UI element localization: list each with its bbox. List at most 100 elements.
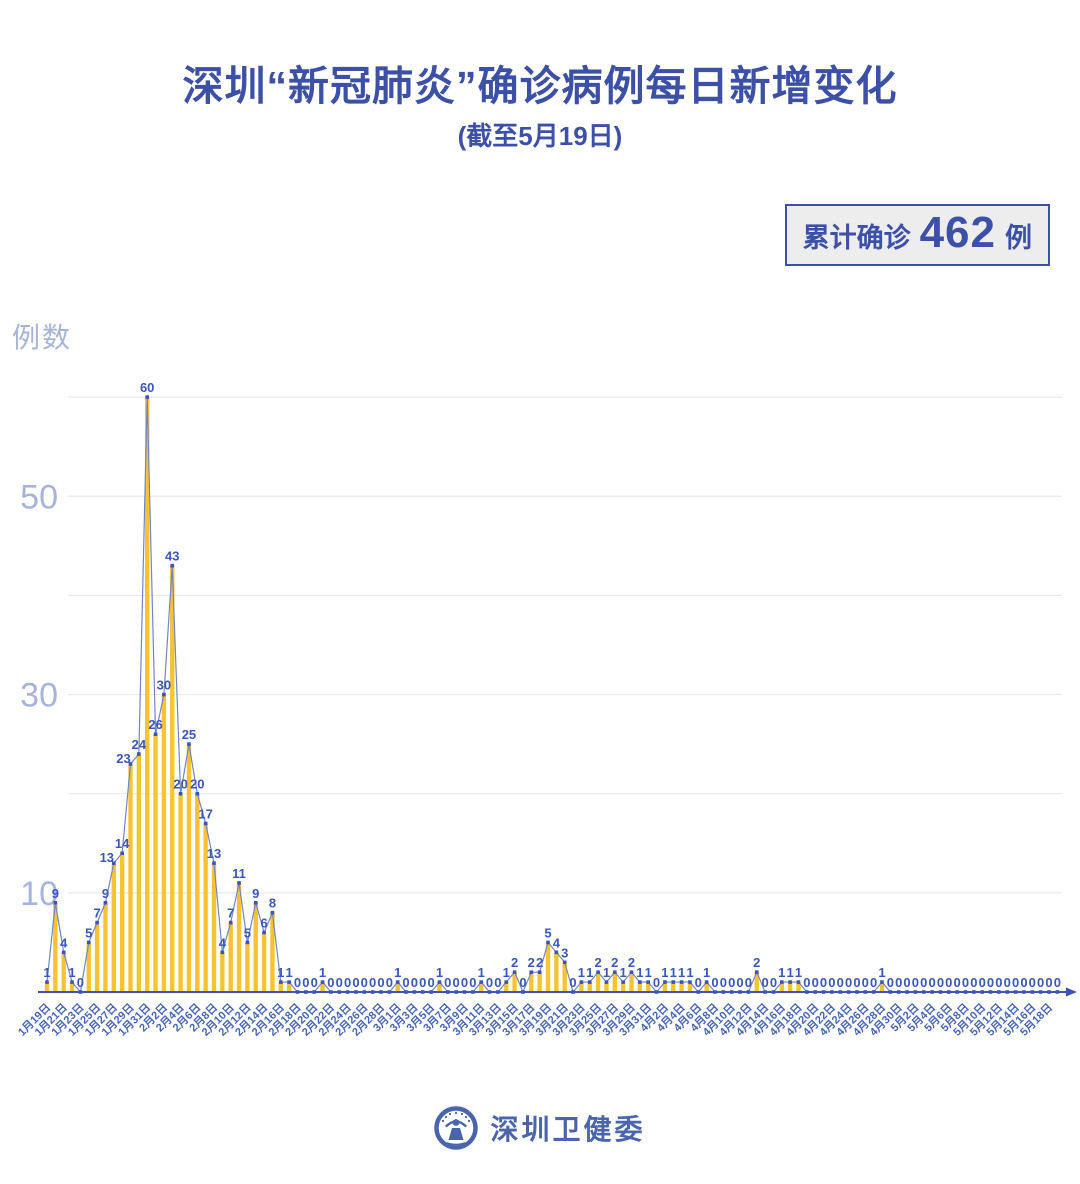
svg-text:0: 0 [569, 975, 576, 990]
y-gridlines [68, 396, 1062, 894]
svg-text:0: 0 [1054, 975, 1061, 990]
svg-text:0: 0 [653, 975, 660, 990]
svg-text:1: 1 [686, 965, 693, 980]
svg-text:0: 0 [469, 975, 476, 990]
svg-text:26: 26 [148, 717, 162, 732]
svg-text:13: 13 [207, 846, 221, 861]
svg-text:0: 0 [979, 975, 986, 990]
shenzhen-health-commission-emblem-icon [434, 1106, 479, 1150]
svg-text:0: 0 [987, 975, 994, 990]
svg-text:43: 43 [165, 549, 179, 564]
svg-text:1: 1 [703, 965, 710, 980]
svg-text:11: 11 [232, 866, 246, 881]
svg-text:0: 0 [327, 975, 334, 990]
svg-text:1: 1 [394, 965, 401, 980]
svg-text:0: 0 [970, 975, 977, 990]
svg-text:1: 1 [578, 965, 585, 980]
svg-text:0: 0 [770, 975, 777, 990]
svg-text:0: 0 [427, 975, 434, 990]
svg-text:1: 1 [778, 965, 785, 980]
page-subtitle: (截至5月19日) [457, 121, 623, 151]
x-tick-labels: 1月19日1月21日1月23日1月25日1月27日1月29日1月31日2月2日2… [15, 1001, 1055, 1039]
svg-text:1: 1 [586, 965, 593, 980]
svg-text:0: 0 [711, 975, 718, 990]
svg-text:0: 0 [812, 975, 819, 990]
svg-text:1: 1 [319, 965, 326, 980]
svg-text:0: 0 [803, 975, 810, 990]
svg-text:1: 1 [787, 965, 794, 980]
svg-text:4: 4 [219, 935, 227, 950]
svg-text:2: 2 [753, 955, 760, 970]
svg-text:10: 10 [20, 875, 58, 913]
svg-text:1: 1 [478, 965, 485, 980]
svg-text:0: 0 [853, 975, 860, 990]
svg-text:0: 0 [845, 975, 852, 990]
svg-text:0: 0 [928, 975, 935, 990]
svg-text:0: 0 [1037, 975, 1044, 990]
svg-text:14: 14 [115, 836, 130, 851]
svg-text:1: 1 [620, 965, 627, 980]
y-axis-unit-label: 例数 [12, 322, 73, 353]
svg-text:0: 0 [386, 975, 393, 990]
svg-text:2: 2 [594, 955, 601, 970]
svg-text:9: 9 [52, 886, 59, 901]
svg-text:0: 0 [344, 975, 351, 990]
badge-suffix: 例 [1005, 223, 1032, 253]
svg-text:7: 7 [93, 906, 100, 921]
svg-text:25: 25 [182, 727, 196, 742]
svg-text:9: 9 [102, 886, 109, 901]
svg-text:0: 0 [419, 975, 426, 990]
svg-text:7: 7 [227, 906, 234, 921]
svg-text:0: 0 [361, 975, 368, 990]
svg-text:0: 0 [862, 975, 869, 990]
svg-text:30: 30 [157, 678, 171, 693]
svg-text:1: 1 [43, 965, 50, 980]
svg-text:0: 0 [311, 975, 318, 990]
svg-text:0: 0 [895, 975, 902, 990]
svg-text:0: 0 [962, 975, 969, 990]
svg-text:1: 1 [645, 965, 652, 980]
cumulative-total-badge: 累计确诊 462 例 [784, 204, 1050, 266]
bars [44, 397, 885, 993]
value-labels: 1941057913142324602630432025201713471159… [43, 380, 1061, 990]
svg-text:23: 23 [116, 751, 130, 766]
svg-text:0: 0 [887, 975, 894, 990]
svg-text:1: 1 [678, 965, 685, 980]
svg-text:0: 0 [720, 975, 727, 990]
svg-text:0: 0 [377, 975, 384, 990]
svg-text:0: 0 [837, 975, 844, 990]
svg-text:1: 1 [436, 965, 443, 980]
svg-text:0: 0 [1012, 975, 1019, 990]
svg-text:0: 0 [352, 975, 359, 990]
svg-text:1: 1 [661, 965, 668, 980]
svg-text:0: 0 [336, 975, 343, 990]
svg-text:3: 3 [561, 945, 568, 960]
svg-text:0: 0 [820, 975, 827, 990]
svg-text:0: 0 [1004, 975, 1011, 990]
footer: 深圳卫健委 [0, 1106, 1080, 1150]
svg-text:2: 2 [511, 955, 518, 970]
svg-text:6: 6 [260, 916, 267, 931]
svg-text:0: 0 [77, 975, 84, 990]
svg-text:24: 24 [132, 737, 147, 752]
svg-text:0: 0 [728, 975, 735, 990]
svg-text:1: 1 [878, 965, 885, 980]
svg-text:0: 0 [945, 975, 952, 990]
svg-text:0: 0 [453, 975, 460, 990]
page-title: 深圳“新冠肺炎”确诊病例每日新增变化 [182, 63, 898, 109]
badge-prefix: 累计确诊 [802, 223, 911, 253]
svg-text:0: 0 [954, 975, 961, 990]
svg-text:20: 20 [173, 777, 187, 792]
svg-text:1: 1 [795, 965, 802, 980]
svg-text:0: 0 [761, 975, 768, 990]
svg-text:5: 5 [244, 925, 251, 940]
badge-count: 462 [919, 208, 996, 257]
svg-text:4: 4 [60, 935, 68, 950]
svg-text:20: 20 [190, 777, 204, 792]
svg-text:0: 0 [937, 975, 944, 990]
svg-text:0: 0 [519, 975, 526, 990]
svg-text:17: 17 [198, 806, 212, 821]
footer-brand: 深圳卫健委 [490, 1114, 646, 1145]
